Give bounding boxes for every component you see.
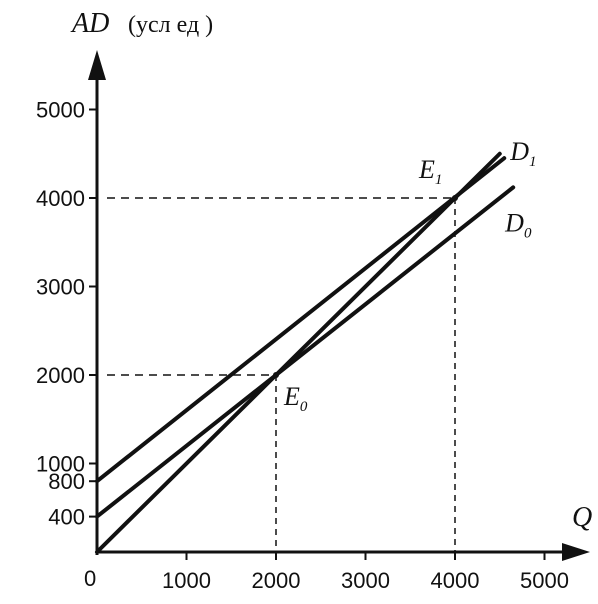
series-line [95,151,502,554]
point-marker [452,195,458,201]
series-line [95,156,507,484]
y-tick-label: 3000 [36,275,85,300]
point-label-e1: E1 [418,155,442,188]
y-axis-title: AD [70,8,109,39]
y-tick-label: 4000 [36,186,85,211]
y-axis-arrow [88,50,106,80]
x-axis-arrow [562,543,590,561]
y-axis-unit: (усл ед ) [128,12,213,38]
y-tick-label: 2000 [36,363,85,388]
x-tick-label: 5000 [520,568,569,593]
x-axis-title: Q [572,502,592,533]
point-group: E0 E1 [273,155,458,415]
point-marker [273,372,279,378]
y-tick-label: 800 [48,469,85,494]
guide-line-group [107,197,456,552]
y-tick-label: 1000 [36,452,85,477]
y-tick-label: 5000 [36,98,85,123]
x-tick-label: 4000 [431,568,480,593]
x-tick-label: 3000 [341,568,390,593]
x-tick-label: 2000 [252,568,301,593]
line-label-d0: D0 [504,208,532,241]
point-label-e0: E0 [283,382,308,415]
series-group: D1 D0 [95,137,537,554]
series-line [95,185,516,519]
y-tick-label: 400 [48,505,85,530]
line-label-d1: D1 [509,137,536,170]
x-tick-label: 1000 [162,568,211,593]
origin-label: 0 [84,566,96,591]
